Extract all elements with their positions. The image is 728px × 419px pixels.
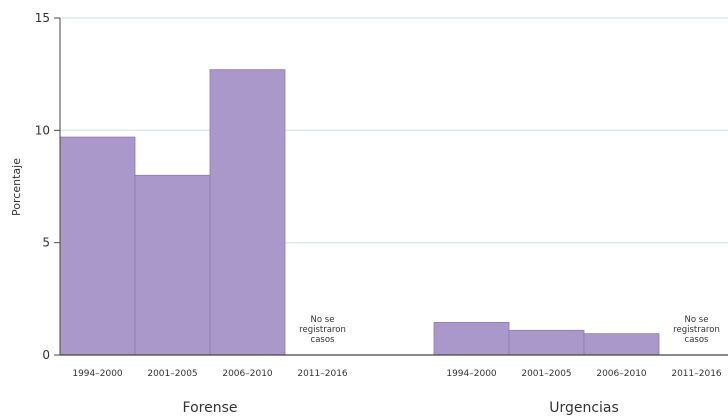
annotations: No se registraron casos No se registraron cas… — [299, 315, 720, 345]
no-cases-annotation: No se registraron casos — [673, 315, 720, 345]
axes — [59, 18, 728, 356]
y-axis-title: Porcentaje — [10, 158, 23, 216]
group-labels: Forense Urgencias — [183, 400, 619, 416]
no-cases-annotation: No se registraron casos — [299, 315, 346, 345]
y-tick-label: 0 — [42, 348, 50, 362]
bar — [134, 174, 211, 356]
group-label: Urgencias — [549, 400, 619, 416]
bar — [583, 333, 660, 356]
group-label: Forense — [183, 400, 238, 416]
x-tick-label: 1994–2000 — [72, 369, 123, 379]
bar — [209, 69, 286, 356]
x-tick-label: 1994–2000 — [446, 369, 497, 379]
x-tick-label: 2006–2010 — [222, 369, 273, 379]
y-tick-label: 5 — [42, 236, 50, 250]
bar — [433, 322, 510, 356]
y-tick-label: 10 — [35, 123, 50, 137]
x-tick-label: 2001–2005 — [521, 369, 571, 379]
x-tick-label: 2011–2016 — [297, 369, 348, 379]
x-tick-labels: 1994–2000 2001–2005 2006–2010 2011–2016 1994… — [72, 369, 722, 379]
bars — [59, 69, 660, 356]
y-ticks: 0 5 10 15 — [35, 11, 60, 362]
bar — [59, 136, 136, 356]
x-tick-label: 2001–2005 — [147, 369, 197, 379]
x-tick-label: 2011–2016 — [671, 369, 722, 379]
x-tick-label: 2006–2010 — [596, 369, 647, 379]
y-tick-label: 15 — [35, 11, 50, 25]
bar — [508, 329, 585, 356]
